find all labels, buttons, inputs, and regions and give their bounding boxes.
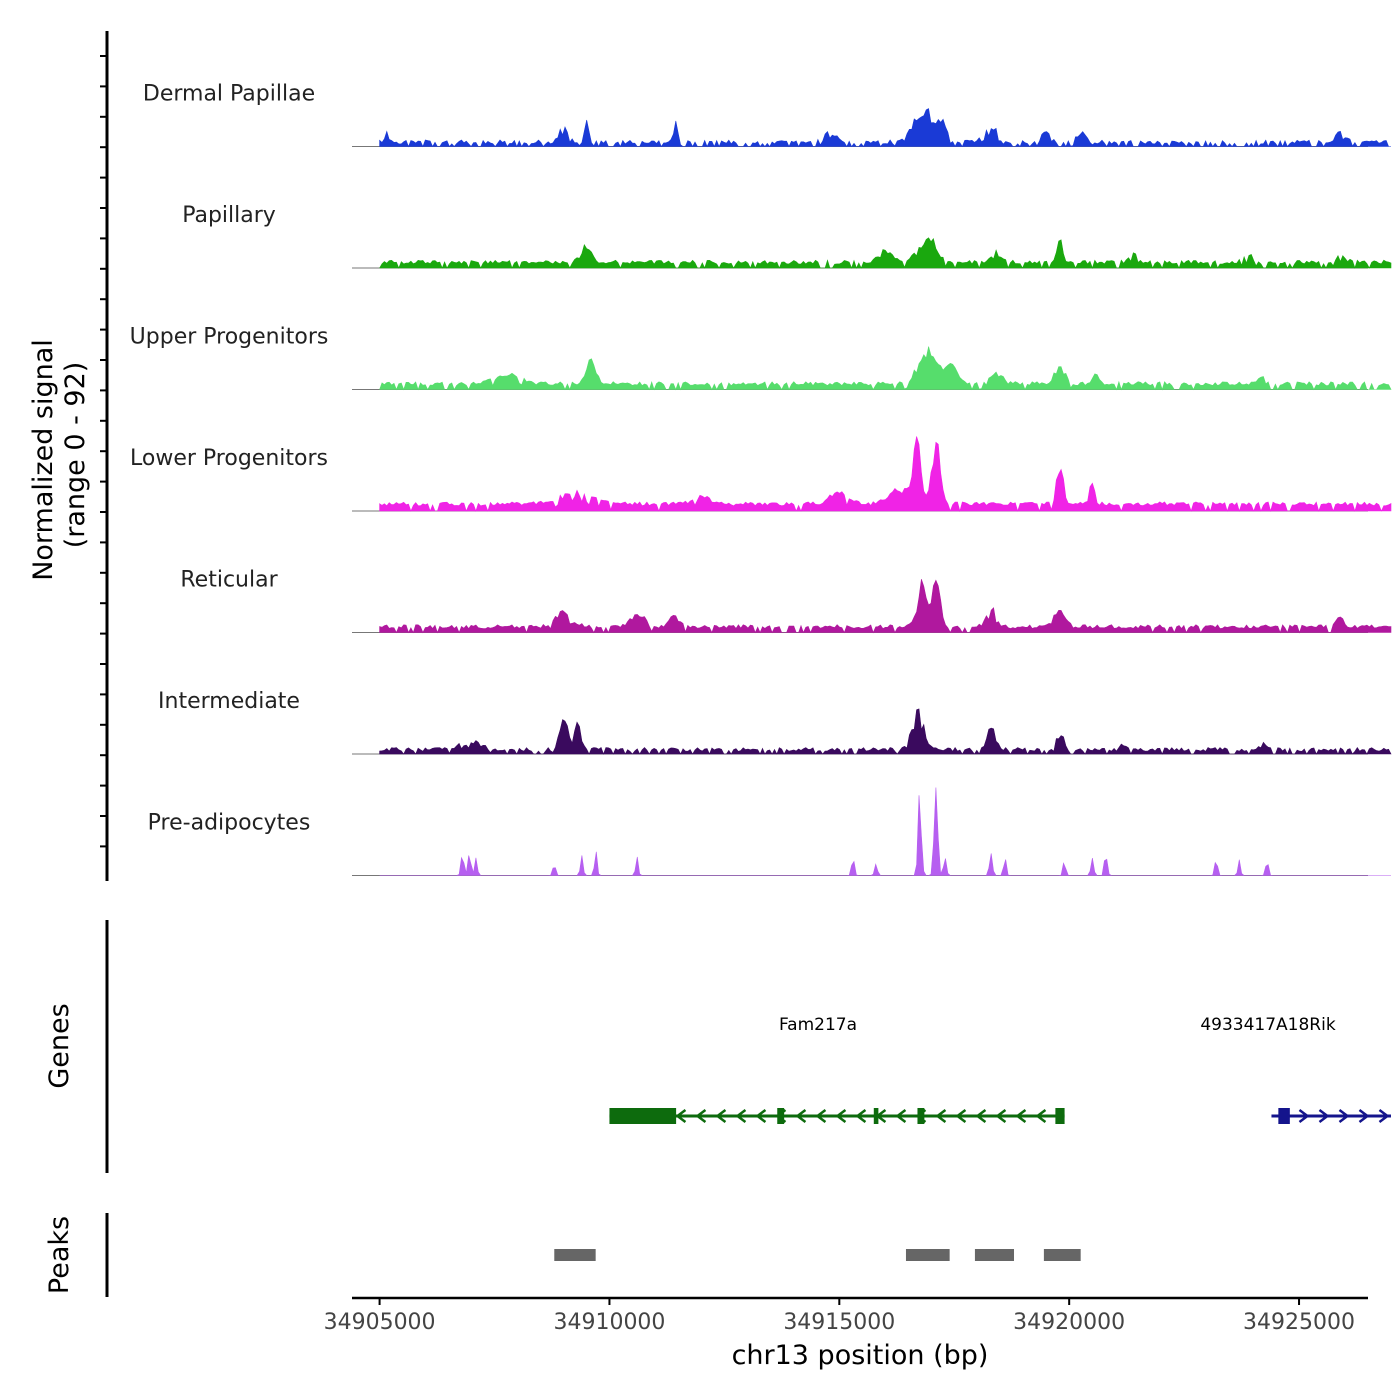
strand-arrow: [735, 1109, 747, 1123]
strand-arrow: [1035, 1109, 1047, 1123]
x-axis-tick-label: 34910000: [553, 1310, 665, 1335]
track-signal-area: [379, 787, 1391, 876]
track-intermediate: Intermediate: [158, 689, 1392, 755]
gene-label: Fam217a: [779, 1015, 857, 1035]
gene-exon: [1278, 1108, 1290, 1124]
strand-arrow: [795, 1109, 807, 1123]
track-lower-progenitors: Lower Progenitors: [130, 436, 1392, 513]
track-signal-area: [379, 436, 1392, 513]
gene-exon: [873, 1108, 879, 1124]
x-axis-title: chr13 position (bp): [732, 1340, 989, 1371]
gene-exon: [1055, 1108, 1065, 1124]
gene-exon: [917, 1108, 925, 1124]
gene-4933417a18rik: 4933417A18Rik: [1200, 1015, 1391, 1124]
x-axis-tick-label: 34905000: [324, 1310, 436, 1335]
strand-arrow: [975, 1109, 987, 1123]
track-upper-progenitors: Upper Progenitors: [130, 325, 1392, 391]
strand-arrow: [855, 1109, 867, 1123]
track-label: Upper Progenitors: [130, 325, 329, 350]
gene-exon: [609, 1108, 677, 1124]
coverage-tracks: Dermal Papillae Papillary Upper Progenitor…: [130, 82, 1392, 876]
strand-arrow: [895, 1109, 907, 1123]
track-signal-area: [379, 708, 1392, 755]
strand-arrow: [695, 1109, 707, 1123]
track-signal-area: [379, 579, 1392, 634]
track-signal-area: [379, 346, 1392, 391]
peak-region: [1043, 1249, 1081, 1261]
coverage-axis: [100, 31, 109, 881]
strand-arrow: [955, 1109, 967, 1123]
track-label: Reticular: [180, 568, 278, 593]
gene-track: Fam217a 4933417A18Rik: [609, 1015, 1391, 1124]
track-dermal-papillae: Dermal Papillae: [143, 82, 1391, 148]
peak-region: [974, 1249, 1015, 1261]
strand-arrow: [935, 1109, 947, 1123]
strand-arrow: [1378, 1109, 1390, 1123]
track-reticular: Reticular: [180, 568, 1392, 634]
track-signal-area: [379, 237, 1392, 269]
genes-panel-label: Genes: [44, 1003, 75, 1088]
strand-arrow: [1358, 1109, 1370, 1123]
track-label: Papillary: [182, 203, 276, 228]
track-label: Pre-adipocytes: [148, 811, 311, 836]
track-signal-area: [379, 108, 1391, 148]
y-axis-title: Normalized signal (range 0 - 92): [28, 339, 91, 581]
strand-arrow: [815, 1109, 827, 1123]
peak-region: [554, 1249, 596, 1261]
track-label: Intermediate: [158, 689, 300, 714]
strand-arrow: [835, 1109, 847, 1123]
track-pre-adipocytes: Pre-adipocytes: [148, 787, 1391, 876]
track-label: Dermal Papillae: [143, 82, 315, 107]
x-axis-tick-label: 34920000: [1013, 1310, 1125, 1335]
y-axis-title-range: (range 0 - 92): [60, 362, 91, 549]
strand-arrow: [1338, 1109, 1350, 1123]
peak-track: [554, 1249, 1081, 1261]
strand-arrow: [755, 1109, 767, 1123]
peaks-panel-label: Peaks: [44, 1216, 75, 1294]
strand-arrow: [715, 1109, 727, 1123]
gene-label: 4933417A18Rik: [1200, 1015, 1336, 1035]
gene-exon: [777, 1108, 785, 1124]
strand-arrow: [675, 1109, 687, 1123]
track-papillary: Papillary: [182, 203, 1392, 269]
strand-arrow: [1298, 1109, 1310, 1123]
track-label: Lower Progenitors: [130, 446, 328, 471]
x-axis-tick-label: 34915000: [783, 1310, 895, 1335]
strand-arrow: [1015, 1109, 1027, 1123]
x-axis-tick-label: 34925000: [1243, 1310, 1355, 1335]
x-axis: 34905000 34910000 34915000 34920000 34925000: [324, 1298, 1355, 1335]
y-axis-title-main: Normalized signal: [28, 339, 59, 581]
gene-fam217a: Fam217a: [609, 1015, 1065, 1124]
strand-arrow: [1318, 1109, 1330, 1123]
peak-region: [905, 1249, 950, 1261]
strand-arrow: [995, 1108, 1007, 1124]
